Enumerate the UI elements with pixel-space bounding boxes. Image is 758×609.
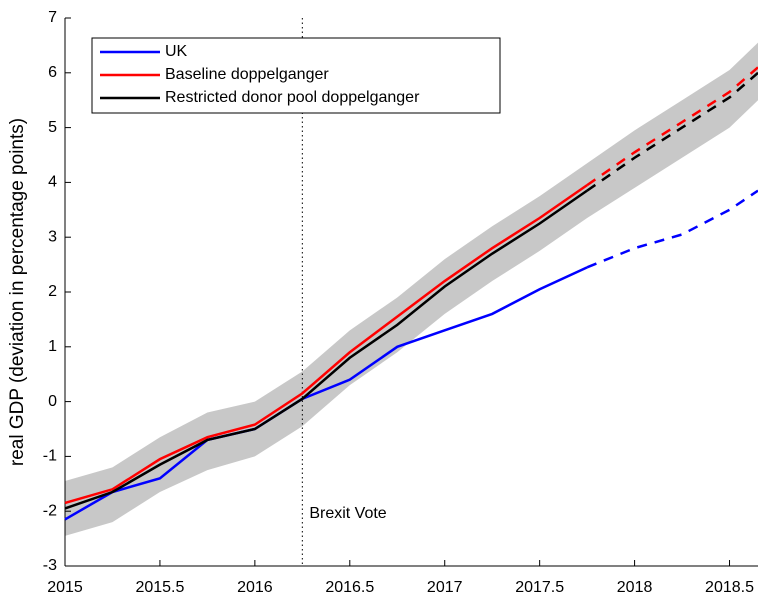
y-tick-label: 1: [48, 338, 57, 355]
y-tick-label: 5: [48, 119, 57, 136]
x-tick-label: 2016.5: [325, 579, 374, 596]
series-line: [586, 189, 758, 269]
x-tick-label: 2015.5: [135, 579, 184, 596]
legend-label: Restricted donor pool doppelganger: [165, 89, 420, 106]
legend-label: Baseline doppelganger: [165, 66, 329, 83]
y-tick-label: 4: [48, 174, 57, 191]
y-tick-label: 7: [48, 9, 57, 26]
series-line: [64, 189, 588, 510]
series-line: [586, 71, 758, 192]
y-tick-label: -2: [43, 502, 57, 519]
annotation: Brexit Vote: [309, 505, 386, 522]
y-axis-label: real GDP (deviation in percentage points…: [7, 118, 28, 466]
y-tick-label: 2: [48, 283, 57, 300]
y-tick-label: 6: [48, 64, 57, 81]
legend-label: UK: [165, 43, 188, 60]
x-tick-label: 2018.5: [705, 579, 754, 596]
y-tick-label: -1: [43, 448, 57, 465]
series-line: [586, 66, 758, 187]
x-tick-label: 2017: [427, 579, 463, 596]
y-tick-label: 3: [48, 228, 57, 245]
series-line: [64, 184, 588, 505]
confidence-band: [65, 42, 758, 536]
x-tick-label: 2017.5: [515, 579, 564, 596]
y-tick-label: 0: [48, 393, 57, 410]
series-line: [64, 266, 588, 521]
x-tick-label: 2015: [47, 579, 83, 596]
x-tick-label: 2016: [237, 579, 273, 596]
y-tick-label: -3: [43, 557, 57, 574]
x-tick-label: 2018: [617, 579, 653, 596]
